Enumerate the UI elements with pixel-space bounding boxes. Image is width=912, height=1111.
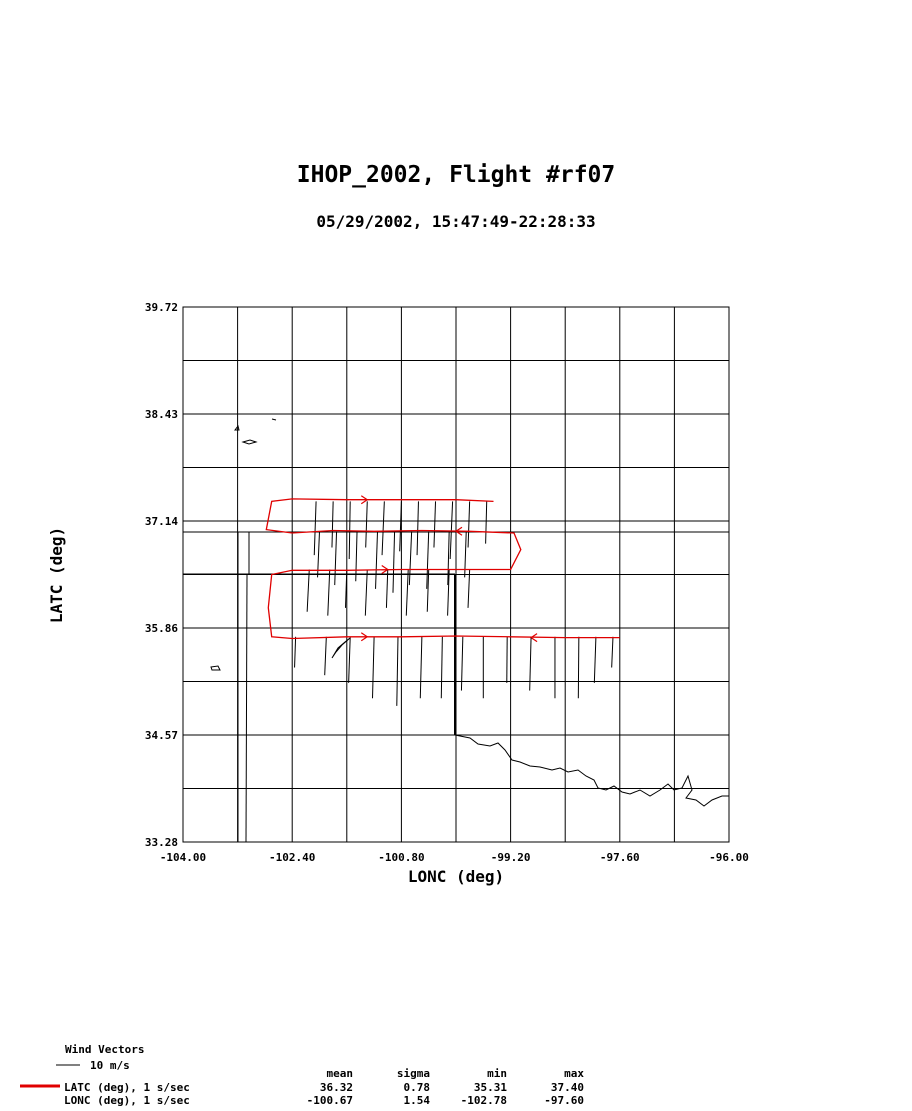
y-tick-label: 34.57 — [145, 729, 178, 742]
wind-vector — [419, 636, 423, 699]
wind-vector — [364, 569, 368, 616]
wind-vectors — [294, 495, 614, 706]
legend-label-latc: LATC (deg), 1 s/sec — [64, 1081, 190, 1094]
stat-latc-max: 37.40 — [550, 1081, 584, 1094]
plot-frame — [182, 306, 730, 843]
wind-vector — [334, 531, 338, 586]
wind-vector — [426, 569, 430, 612]
x-axis-label: LONC (deg) — [408, 867, 504, 886]
wind-vectors-label: Wind Vectors — [65, 1043, 145, 1056]
wind-vector — [331, 501, 334, 548]
wind-vector — [447, 531, 450, 586]
y-axis-label: LATC (deg) — [47, 527, 66, 623]
stats-header-min: min — [487, 1067, 507, 1080]
wind-vector — [405, 569, 409, 616]
wind-scale-label: 10 m/s — [90, 1059, 130, 1072]
stat-latc-min: 35.31 — [473, 1081, 507, 1094]
wind-vector — [449, 501, 454, 560]
wind-vector — [372, 636, 375, 699]
x-tick-label: -97.60 — [600, 851, 640, 864]
wind-vector — [485, 501, 488, 544]
wind-vector — [313, 501, 317, 556]
wind-vector — [294, 636, 297, 668]
wind-vector — [467, 501, 471, 548]
stat-lonc-sigma: 1.54 — [403, 1094, 431, 1107]
wind-vector — [593, 636, 597, 683]
chart-subtitle: 05/29/2002, 15:47:49-22:28:33 — [316, 212, 596, 231]
stats-header-sigma: sigma — [396, 1067, 430, 1080]
wind-vector — [396, 636, 399, 706]
x-tick-label: -99.20 — [491, 851, 531, 864]
wind-vector — [577, 636, 580, 699]
wind-vector — [464, 531, 467, 578]
x-tick-label: -104.00 — [160, 851, 206, 864]
wind-vector — [365, 501, 368, 548]
wind-vector — [385, 569, 389, 608]
wind-vector — [399, 501, 402, 552]
flight-track-line — [265, 498, 620, 640]
x-tick-label: -102.40 — [269, 851, 315, 864]
lake-shape — [234, 424, 240, 431]
wind-vector — [426, 531, 430, 589]
wind-vector — [529, 636, 532, 691]
legend-label-lonc: LONC (deg), 1 s/sec — [64, 1094, 190, 1107]
wind-vector — [306, 569, 310, 612]
wind-vector — [344, 569, 348, 608]
x-tick-label: -96.00 — [709, 851, 749, 864]
river-line — [454, 734, 729, 807]
stats-header-max: max — [564, 1067, 584, 1080]
wind-vector — [447, 569, 450, 616]
stat-latc-mean: 36.32 — [319, 1081, 353, 1094]
lake-shape — [210, 665, 221, 671]
wind-vector — [327, 569, 331, 616]
y-tick-label: 37.14 — [145, 515, 178, 528]
wind-vector — [348, 636, 351, 683]
wind-vector — [375, 531, 379, 589]
y-axis-ticks: 39.72 38.43 37.14 35.86 34.57 33.28 — [145, 301, 178, 849]
wind-vector — [433, 501, 437, 548]
wind-vector — [416, 501, 419, 556]
wind-vector — [467, 569, 471, 608]
y-tick-label: 35.86 — [145, 622, 178, 635]
wind-vector — [460, 636, 464, 691]
y-tick-label: 38.43 — [145, 408, 178, 421]
y-tick-label: 33.28 — [145, 836, 178, 849]
x-tick-label: -100.80 — [378, 851, 424, 864]
wind-vector — [611, 636, 614, 668]
y-tick-label: 39.72 — [145, 301, 178, 314]
wind-vector — [440, 636, 443, 699]
stat-lonc-min: -102.78 — [460, 1094, 507, 1107]
stat-lonc-max: -97.60 — [544, 1094, 584, 1107]
state-boundary-line — [245, 574, 248, 843]
stat-lonc-mean: -100.67 — [306, 1094, 353, 1107]
stat-latc-sigma: 0.78 — [403, 1081, 431, 1094]
lake-shape — [241, 439, 258, 445]
stats-header-mean: mean — [326, 1067, 354, 1080]
lake-shape — [271, 418, 277, 421]
wind-vector — [408, 531, 413, 586]
chart-title: IHOP_2002, Flight #rf07 — [296, 162, 616, 188]
wind-vector — [355, 531, 358, 582]
wind-vector — [392, 531, 396, 593]
wind-vector — [324, 636, 327, 676]
x-axis-ticks: -104.00 -102.40 -100.80 -99.20 -97.60 -96.00 — [160, 851, 749, 864]
wind-vector — [381, 501, 385, 556]
